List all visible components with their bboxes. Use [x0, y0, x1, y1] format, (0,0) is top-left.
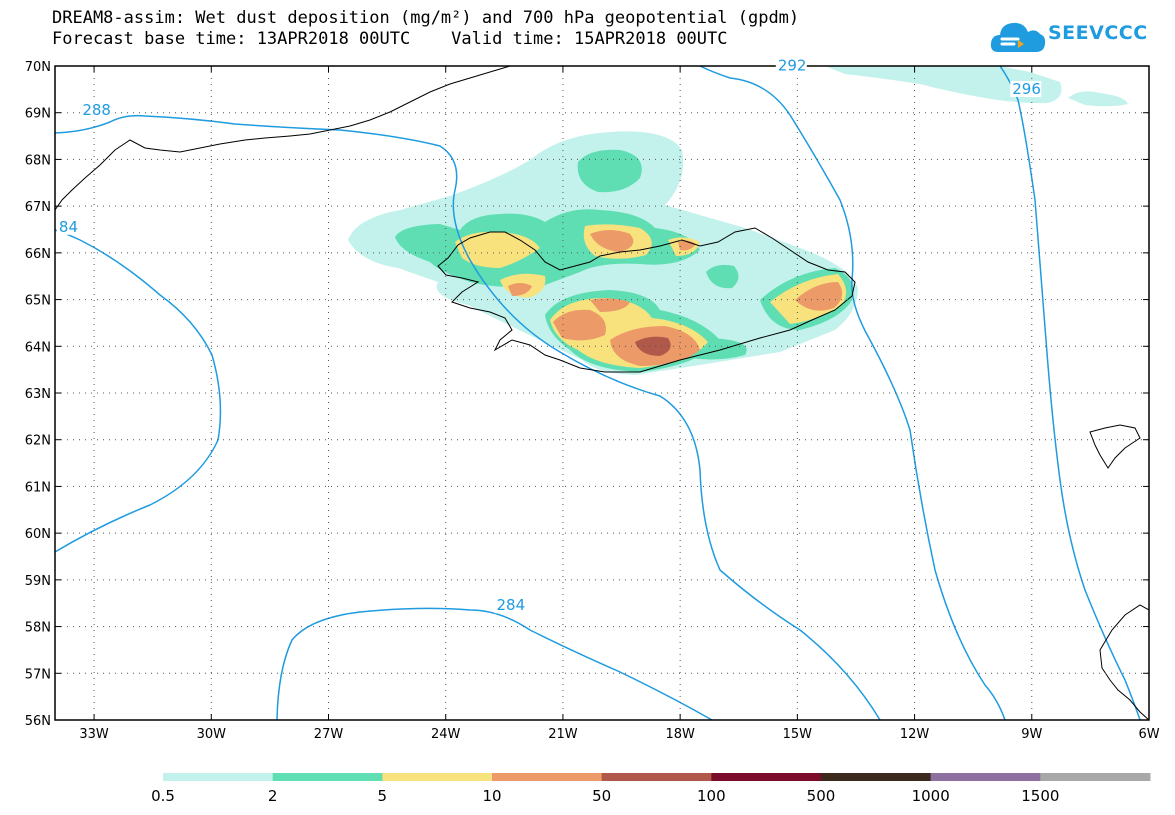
colorbar-swatch [272, 773, 383, 781]
colorbar-label: 1000 [912, 787, 950, 805]
contour-label: 284 [497, 596, 526, 614]
lat-tick-label: 64N [25, 340, 51, 355]
contour-labels: 288 292 296 284 84 [56, 57, 1042, 614]
map-subtitle-times: Forecast base time: 13APR2018 00UTC Vali… [52, 29, 728, 49]
contour-line-288 [55, 114, 881, 720]
colorbar-swatch [163, 773, 274, 781]
cloud-icon [990, 22, 1046, 52]
deposition-area-orange [508, 283, 532, 296]
map-title: DREAM8-assim: Wet dust deposition (mg/m²… [52, 8, 800, 28]
lat-tick-label: 65N [25, 294, 51, 309]
colorbar [163, 773, 1151, 781]
contour-label: 288 [82, 101, 111, 119]
coastlines [55, 66, 1149, 720]
colorbar-label: 10 [482, 787, 501, 805]
lat-tick-label: 58N [25, 621, 51, 636]
greenland-coastline [55, 66, 511, 211]
deposition-area-light [825, 66, 1062, 104]
lat-tick-label: 59N [25, 574, 51, 589]
lon-tick-label: 27W [314, 727, 344, 742]
colorbar-labels: 0.5 2 5 10 50 100 500 1000 1500 [151, 787, 1059, 805]
contour-line-284 [276, 607, 713, 720]
lat-tick-label: 56N [25, 714, 51, 729]
map-grid [55, 66, 1149, 720]
deposition-area-orange [590, 298, 630, 312]
contour-label-bg [775, 57, 807, 74]
colorbar-label: 2 [268, 787, 278, 805]
lat-tick-label: 63N [25, 387, 51, 402]
deposition-area-yellow [455, 231, 540, 268]
contour-label: 292 [778, 57, 807, 75]
iceland-coastline [437, 227, 856, 373]
lon-tick-label: 33W [79, 727, 109, 742]
colorbar-label: 0.5 [151, 787, 175, 805]
deposition-area-orange [553, 309, 606, 341]
colorbar-swatch [711, 773, 822, 781]
lat-tick-label: 57N [25, 667, 51, 682]
contour-label-bg [56, 218, 79, 235]
lat-tick-label: 67N [25, 200, 51, 215]
seevccc-logo [988, 12, 1138, 58]
colorbar-swatch [382, 773, 493, 781]
contour-line-284 [55, 229, 222, 553]
lat-tick-label: 68N [25, 153, 51, 168]
lon-tick-label: 6W [1138, 727, 1159, 742]
colorbar-swatch [821, 773, 932, 781]
contour-label: 84 [59, 218, 78, 236]
faroe-coastline [1089, 424, 1141, 469]
lon-tick-label: 9W [1021, 727, 1042, 742]
colorbar-label: 500 [807, 787, 836, 805]
lat-tick-label: 66N [25, 247, 51, 262]
lon-tick-label: 21W [548, 727, 578, 742]
contour-label: 296 [1012, 80, 1041, 98]
axis-ticks [55, 65, 1150, 721]
deposition-area-brown [635, 336, 671, 356]
colorbar-label: 50 [592, 787, 611, 805]
logo-text: SEEVCCC [1048, 22, 1148, 44]
deposition-area-orange [795, 282, 843, 311]
deposition-area-light [1068, 91, 1128, 107]
lon-tick-label: 24W [431, 727, 461, 742]
colorbar-swatch [1040, 773, 1151, 781]
contour-label-bg [80, 102, 112, 119]
lon-tick-label: 30W [197, 727, 227, 742]
deposition-area-green [706, 264, 739, 289]
contour-line-292 [699, 66, 1006, 720]
lat-tick-label: 69N [25, 107, 51, 122]
colorbar-swatch [601, 773, 712, 781]
deposition-area-orange [590, 230, 634, 252]
scotland-coastline [1099, 604, 1149, 720]
contour-label-bg [494, 597, 526, 614]
lat-tick-label: 70N [25, 60, 51, 75]
lon-tick-label: 18W [665, 727, 695, 742]
lon-tick-label: 15W [783, 727, 813, 742]
deposition-area-green [577, 149, 642, 193]
contour-line-296 [999, 66, 1141, 720]
deposition-field [348, 66, 1128, 375]
colorbar-label: 100 [697, 787, 726, 805]
latitude-labels: 70N 69N 68N 67N 66N 65N 64N 63N 62N 61N 60N 59N 58N 5… [25, 60, 51, 729]
colorbar-swatch [930, 773, 1041, 781]
contour-label-bg [1010, 81, 1042, 98]
geopotential-contours [55, 66, 1141, 720]
lat-tick-label: 60N [25, 527, 51, 542]
lat-tick-label: 61N [25, 480, 51, 495]
lon-tick-label: 12W [900, 727, 930, 742]
longitude-labels: 33W 30W 27W 24W 21W 18W 15W 12W 9W 6W [79, 727, 1159, 742]
lat-tick-label: 62N [25, 434, 51, 449]
colorbar-label: 1500 [1021, 787, 1059, 805]
colorbar-swatch [492, 773, 603, 781]
colorbar-label: 5 [378, 787, 388, 805]
